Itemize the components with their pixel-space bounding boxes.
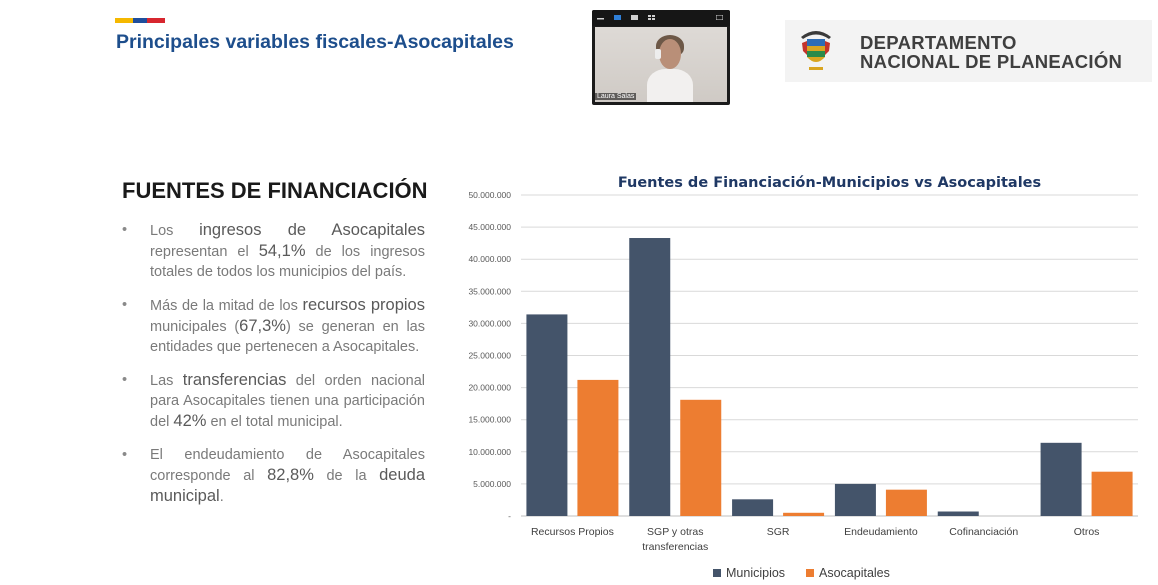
participant-name: Laura Salas — [595, 93, 637, 100]
bullet-highlight: 54,1% — [258, 242, 306, 260]
video-call-window[interactable]: Laura Salas — [592, 10, 730, 105]
x-category-label: transferencias — [642, 541, 708, 553]
bullet-item: Los ingresos de Asocapitales representan… — [120, 220, 425, 282]
video-toolbar — [592, 10, 730, 26]
bullet-highlight: transferencias — [182, 371, 287, 389]
bullet-text: El endeudamiento de Asocapitales corresp… — [150, 447, 425, 484]
financing-bar-chart: Fuentes de Financiación-Municipios vs As… — [468, 175, 1138, 580]
x-category-label: Otros — [1074, 526, 1100, 538]
participant-face — [659, 39, 681, 69]
flag-red — [147, 18, 165, 23]
bar-municipios-0 — [526, 314, 568, 516]
x-category-label: Endeudamiento — [844, 526, 918, 538]
bullet-text: municipales ( — [150, 319, 240, 335]
camera-icon[interactable] — [614, 15, 621, 20]
x-category-label: Cofinanciación — [949, 526, 1018, 538]
bar-asocapitales-5 — [1091, 471, 1133, 516]
y-tick-label: 25.000.000 — [468, 351, 511, 361]
bullet-text: Los — [150, 223, 200, 239]
bullet-highlight: 82,8% — [267, 466, 314, 484]
fullscreen-icon[interactable] — [716, 15, 723, 20]
flag-blue — [133, 18, 147, 23]
bar-municipios-4 — [937, 511, 979, 516]
dnp-name-line1: DEPARTAMENTO — [860, 32, 1017, 53]
bullet-highlight: 42% — [173, 412, 207, 430]
grid-icon[interactable] — [648, 15, 655, 20]
y-tick-label: 45.000.000 — [468, 222, 511, 232]
bar-asocapitales-0 — [577, 379, 619, 516]
y-tick-label: 10.000.000 — [468, 447, 511, 457]
flag-yellow — [115, 18, 133, 23]
section-heading: FUENTES DE FINANCIACIÓN — [122, 178, 428, 203]
y-tick-label: 15.000.000 — [468, 415, 511, 425]
bar-municipios-2 — [732, 499, 774, 516]
bullet-text: del orden nacional para Asocapitales tie… — [150, 373, 425, 430]
bullet-highlight: ingresos de Asocapitales — [199, 221, 425, 239]
bar-asocapitales-3 — [885, 489, 927, 516]
layout-icon[interactable] — [631, 15, 638, 20]
y-tick-label: 20.000.000 — [468, 383, 511, 393]
legend-swatch-municipios — [713, 569, 721, 577]
bullet-highlight: recursos propios — [302, 296, 425, 314]
y-tick-label: 5.000.000 — [473, 479, 511, 489]
slide-title: Principales variables fiscales-Asocapita… — [116, 31, 514, 53]
dnp-logo: DEPARTAMENTO NACIONAL DE PLANEACIÓN — [785, 20, 1152, 82]
headset-icon — [655, 49, 661, 59]
legend-label-municipios: Municipios — [726, 566, 785, 580]
bar-asocapitales-1 — [680, 399, 722, 516]
bullet-text: . — [219, 489, 224, 505]
bar-municipios-3 — [834, 483, 876, 516]
y-tick-label: 40.000.000 — [468, 254, 511, 264]
bullet-text: Las — [150, 373, 183, 389]
bullet-text: Más de la mitad de los — [150, 298, 303, 314]
bullet-highlight: 67,3% — [239, 317, 286, 335]
bullet-text: en el total municipal. — [206, 414, 343, 430]
bar-asocapitales-2 — [783, 512, 825, 516]
legend-label-asocapitales: Asocapitales — [819, 566, 890, 580]
minimize-icon[interactable] — [597, 15, 604, 20]
bar-municipios-5 — [1040, 442, 1082, 516]
bullet-list: Los ingresos de Asocapitales representan… — [120, 220, 425, 520]
colombia-flag-stripe — [115, 18, 165, 23]
bullet-text: ) se generan en las entidades que perten… — [150, 319, 426, 355]
colombia-coat-of-arms-icon — [801, 31, 831, 70]
y-tick-label: 30.000.000 — [468, 318, 511, 328]
bar-municipios-1 — [629, 238, 671, 516]
chart-title: Fuentes de Financiación-Municipios vs As… — [618, 175, 1041, 191]
x-category-label: Recursos Propios — [531, 526, 614, 538]
bullet-text: de los ingresos totales de todos los mun… — [150, 244, 426, 280]
bullet-text: de la — [313, 468, 380, 484]
legend-swatch-asocapitales — [806, 569, 814, 577]
bullet-item: Las transferencias del orden nacional pa… — [120, 370, 425, 432]
bullet-item: Más de la mitad de los recursos propios … — [120, 295, 425, 357]
participant-video — [595, 27, 727, 102]
participant-shoulders — [647, 69, 693, 102]
bullet-highlight: deuda municipal — [150, 466, 425, 505]
x-category-label: SGP y otras — [647, 526, 703, 538]
dnp-name-line2: NACIONAL DE PLANEACIÓN — [860, 51, 1123, 72]
y-tick-label: - — [508, 511, 511, 521]
x-category-label: SGR — [767, 526, 790, 538]
bullet-text: representan el — [150, 244, 259, 260]
y-tick-label: 50.000.000 — [468, 190, 511, 200]
y-tick-label: 35.000.000 — [468, 286, 511, 296]
bullet-item: El endeudamiento de Asocapitales corresp… — [120, 445, 425, 507]
